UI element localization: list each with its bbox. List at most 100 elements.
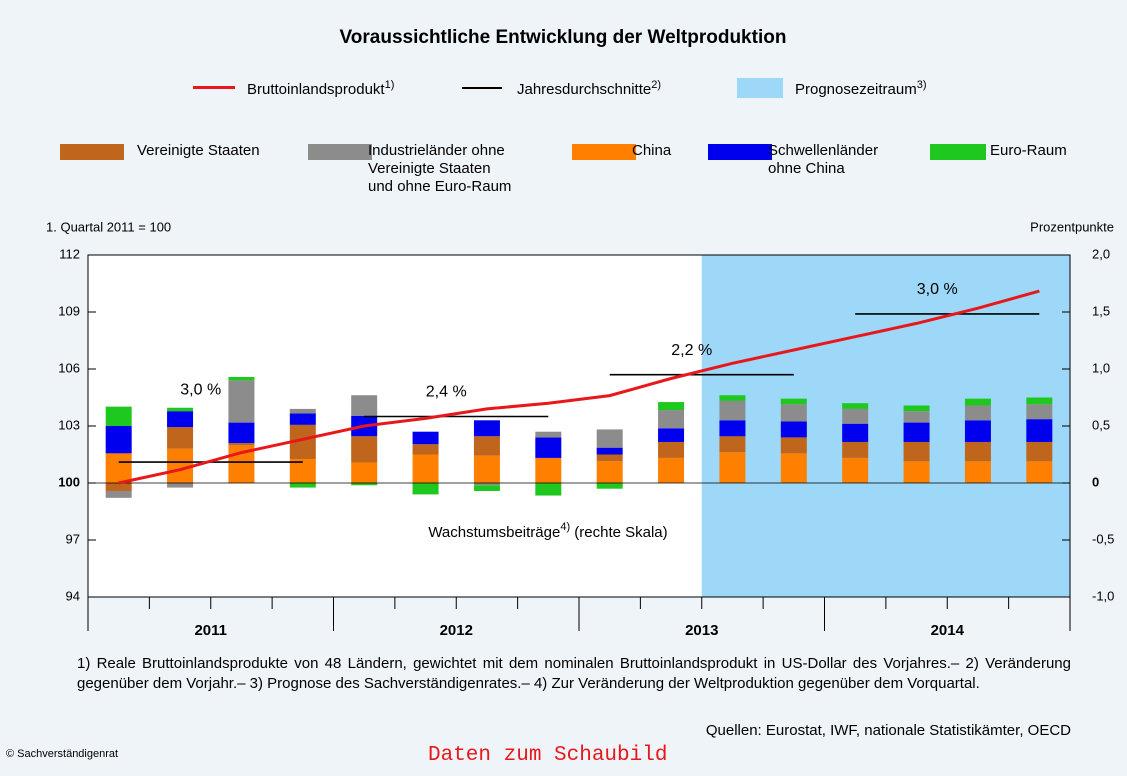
annotation-note: 4) — [560, 521, 570, 533]
bar — [842, 403, 869, 409]
legend-text: China — [632, 142, 672, 159]
bar — [719, 395, 746, 401]
bar — [351, 462, 378, 483]
bar — [842, 457, 869, 483]
gdp-line — [118, 289, 1040, 485]
bar — [964, 420, 991, 442]
legend-note: 1) — [384, 79, 395, 91]
legend-swatch — [708, 144, 772, 160]
bar — [658, 441, 685, 458]
y-axis-label: 1. Quartal 2011 = 100 — [46, 219, 171, 234]
y2-axis-label: Prozentpunkte — [1030, 219, 1114, 234]
bar — [1026, 397, 1053, 405]
data-link[interactable]: Daten zum Schaubild — [428, 744, 668, 767]
bar — [658, 428, 685, 442]
average-label: 3,0 % — [180, 381, 221, 398]
source: Quellen: Eurostat, IWF, nationale Statis… — [705, 722, 1071, 739]
bar — [780, 404, 807, 422]
bar — [780, 421, 807, 438]
bar — [842, 441, 869, 458]
legend-text: Jahresdurchschnitte2) — [517, 76, 661, 99]
x-year-label: 2012 — [440, 622, 473, 639]
bar — [964, 405, 991, 421]
bar — [289, 459, 316, 483]
y2-tick-label: 1,0 — [1092, 360, 1110, 375]
forecast-area — [701, 255, 1070, 597]
legend-label: Jahresdurchschnitte — [517, 81, 652, 98]
bar — [780, 453, 807, 483]
y-tick-label: 112 — [59, 246, 80, 261]
bar — [105, 426, 132, 454]
copyright: © Sachverständigenrat — [6, 748, 119, 760]
bar — [289, 413, 316, 425]
annotation-text: Wachstumsbeiträge — [428, 524, 560, 541]
legend-swatch — [60, 144, 124, 160]
legend-box — [737, 78, 783, 98]
y-tick-label: 103 — [58, 417, 80, 432]
x-year-label: 2014 — [931, 622, 965, 639]
bar — [1026, 404, 1053, 420]
legend-label: Prognosezeitraum — [795, 81, 917, 98]
bar — [105, 406, 132, 426]
bar — [228, 380, 255, 423]
legend-label: Bruttoinlandsprodukt — [247, 81, 385, 98]
bar — [228, 376, 255, 381]
bar — [167, 427, 194, 449]
bar — [351, 483, 378, 486]
y2-tick-label: -0,5 — [1092, 531, 1114, 546]
bar — [289, 483, 316, 488]
bar — [105, 490, 132, 498]
average-label: 2,4 % — [426, 384, 467, 401]
bar — [473, 485, 500, 491]
bar — [105, 483, 132, 491]
bar — [351, 436, 378, 463]
bar — [719, 436, 746, 453]
y2-tick-label: 1,5 — [1092, 303, 1110, 318]
bar — [167, 483, 194, 488]
legend-text: Vereinigte Staaten — [137, 142, 260, 159]
bar — [473, 436, 500, 456]
average-label: 2,2 % — [671, 342, 712, 359]
bar — [780, 437, 807, 454]
bar — [412, 431, 439, 445]
bar — [964, 398, 991, 406]
bar — [903, 405, 930, 412]
bar — [535, 437, 562, 458]
bar — [473, 455, 500, 483]
legend-text: Euro-Raum — [990, 142, 1067, 159]
bar — [412, 483, 439, 495]
y-tick-label: 94 — [66, 588, 80, 603]
y2-tick-label: 2,0 — [1092, 246, 1110, 261]
footnote: 1) Reale Bruttoinlandsprodukte von 48 Lä… — [77, 655, 1071, 692]
bar — [535, 431, 562, 438]
legend-note: 3) — [916, 79, 927, 91]
legend-swatch — [930, 144, 986, 160]
bar — [167, 411, 194, 428]
bar — [842, 408, 869, 424]
bar — [658, 457, 685, 483]
bar — [658, 410, 685, 429]
bar — [473, 483, 500, 486]
average-label: 3,0 % — [917, 281, 958, 298]
bar — [964, 461, 991, 483]
legend-line — [462, 87, 502, 89]
bar — [596, 461, 623, 483]
bar — [842, 423, 869, 442]
bar — [1026, 461, 1053, 483]
bar — [412, 444, 439, 455]
y-tick-label: 106 — [58, 360, 80, 375]
bar — [535, 483, 562, 496]
y-tick-label: 109 — [58, 303, 80, 318]
bar — [719, 400, 746, 421]
legend-line — [193, 86, 235, 89]
legend-text: Prognosezeitraum3) — [795, 76, 927, 99]
bar — [596, 454, 623, 462]
bar — [167, 407, 194, 412]
legend-note: 2) — [651, 79, 662, 91]
bar — [596, 447, 623, 455]
bar — [596, 429, 623, 448]
y2-tick-label: 0 — [1092, 474, 1099, 489]
bar — [658, 402, 685, 411]
bar — [1026, 419, 1053, 442]
